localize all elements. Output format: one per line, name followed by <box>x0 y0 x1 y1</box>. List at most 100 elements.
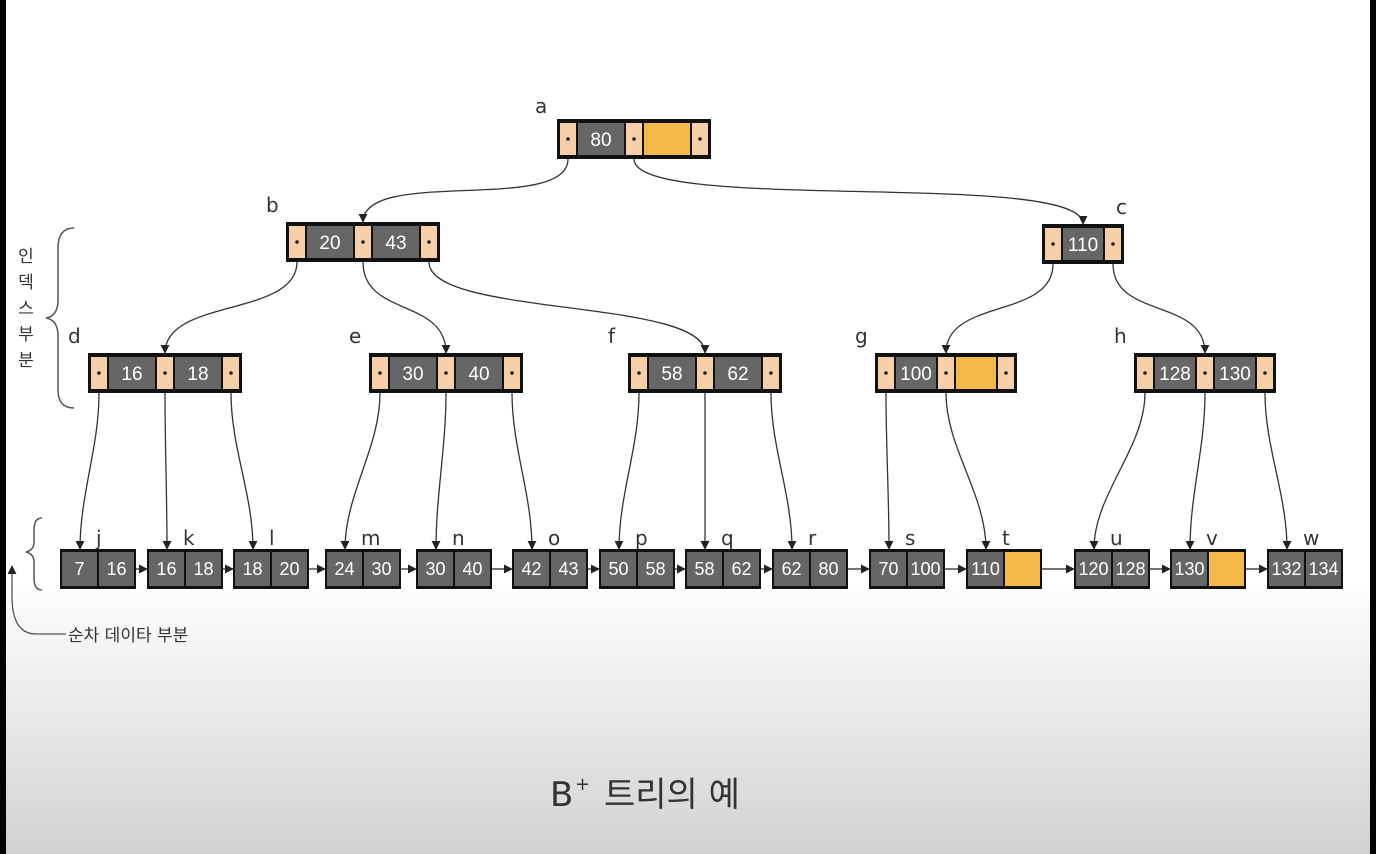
tree-edge-b-f <box>428 261 710 354</box>
pointer-dot <box>1111 242 1115 246</box>
leaf-key-cell <box>272 552 307 586</box>
node-label: a <box>535 94 547 118</box>
tree-edge-f-p <box>614 392 640 550</box>
key-cell <box>715 357 761 389</box>
node-label: b <box>266 193 279 217</box>
index-node-g: 100 g <box>855 324 1017 393</box>
leaf-node-q: 58 62 q <box>685 526 761 589</box>
leaf-key-value: 18 <box>193 559 213 579</box>
leaf-key-value: 62 <box>731 559 751 579</box>
leaf-key-cell <box>638 552 673 586</box>
key-value: 40 <box>468 364 489 385</box>
leaf-key-value: 18 <box>242 559 262 579</box>
leaf-label: w <box>1303 526 1319 550</box>
leaf-key-value: 16 <box>106 559 126 579</box>
index-nodes: 80 a 20 43 b 110 c 16 18 d 30 40 e 58 62 f 100 g 128 130 h <box>68 94 1276 393</box>
key-cell <box>1215 357 1255 389</box>
leaf-key-cell <box>811 552 846 586</box>
pointer-dot <box>1263 371 1267 375</box>
pointer-dot <box>703 371 707 375</box>
leaf-node-j: 7 16j <box>60 526 136 589</box>
leaf-key-value: 16 <box>156 559 176 579</box>
leaf-key-cell <box>364 552 399 586</box>
key-value: 130 <box>1219 364 1251 385</box>
leaf-key-value: 40 <box>462 559 482 579</box>
key-value: 30 <box>402 364 423 385</box>
leaf-label: m <box>361 526 380 550</box>
leaf-label: u <box>1110 526 1123 550</box>
leaf-key-value: 132 <box>1271 559 1301 579</box>
key-value: 58 <box>661 364 682 385</box>
key-value: 62 <box>727 364 748 385</box>
tree-edge-d-l <box>230 392 258 550</box>
pointer-dot <box>510 371 514 375</box>
leaf-key-cell <box>327 552 362 586</box>
node-label: d <box>68 324 81 348</box>
leaf-node-k: 16 18 k <box>147 526 223 589</box>
key-value: 80 <box>590 130 611 151</box>
tree-edge-h-v <box>1185 392 1206 550</box>
leaf-key-value: 42 <box>521 559 541 579</box>
pointer-dot <box>566 137 570 141</box>
pointer-dot <box>769 371 773 375</box>
leaf-node-n: 30 40 n <box>416 526 492 589</box>
leaf-key-cell <box>455 552 490 586</box>
index-node-f: 58 62 f <box>608 324 782 393</box>
leaf-key-value: 58 <box>694 559 714 579</box>
pointer-dot <box>427 240 431 244</box>
tree-edge-c-h <box>1112 263 1210 354</box>
tree-edge-d-k <box>162 392 172 550</box>
leaf-key-value: 30 <box>371 559 391 579</box>
leaf-node-l: 18 20l <box>233 526 309 589</box>
leaf-key-cell <box>149 552 184 586</box>
index-node-b: 20 43 b <box>266 193 440 262</box>
leaf-key-cell <box>1076 552 1111 586</box>
leaf-node-u: 120 128 u <box>1074 526 1150 589</box>
node-label: f <box>608 324 616 348</box>
key-value: 20 <box>319 233 340 254</box>
leaf-node-m: 24 30 m <box>325 526 401 589</box>
key-value: 18 <box>187 364 208 385</box>
pointer-dot <box>1051 242 1055 246</box>
key-cell <box>896 357 936 389</box>
leaf-label: n <box>452 526 465 550</box>
empty-key-slot <box>1005 552 1040 586</box>
index-part-label: 인 덱 스 부 분 <box>18 247 34 371</box>
leaf-key-cell <box>601 552 636 586</box>
node-label: h <box>1114 324 1127 348</box>
leaf-label: r <box>808 526 817 550</box>
pointer-dot <box>884 371 888 375</box>
leaf-key-cell <box>774 552 809 586</box>
leaf-node-o: 42 43 o <box>512 526 588 589</box>
pointer-dot <box>378 371 382 375</box>
key-cell <box>456 357 502 389</box>
leaf-key-cell <box>186 552 221 586</box>
leaf-node-s: 70 100 s <box>869 526 945 589</box>
empty-key-slot <box>644 123 690 155</box>
key-cell <box>1063 228 1103 260</box>
leaf-label: o <box>548 526 560 550</box>
tree-edge-a-c <box>633 158 1088 225</box>
leaf-key-cell <box>1306 552 1341 586</box>
index-node-a: 80 a <box>535 94 711 159</box>
leaf-key-cell <box>1172 552 1207 586</box>
pointer-dot <box>698 137 702 141</box>
leaf-key-value: 110 <box>971 559 1000 579</box>
index-node-h: 128 130 h <box>1114 324 1276 393</box>
leaf-key-cell <box>724 552 759 586</box>
leaf-key-cell <box>871 552 906 586</box>
leaf-key-value: 62 <box>781 559 801 579</box>
key-value: 100 <box>900 364 932 385</box>
pointer-dot <box>1004 371 1008 375</box>
tree-edge-b-e <box>362 261 451 354</box>
leaf-key-value: 134 <box>1308 559 1338 579</box>
index-part-brace <box>45 227 75 409</box>
pointer-dot <box>1143 371 1147 375</box>
index-node-c: 110 c <box>1042 195 1127 264</box>
leaf-key-cell <box>418 552 453 586</box>
leaf-key-cell <box>968 552 1003 586</box>
leaf-key-cell <box>62 552 97 586</box>
